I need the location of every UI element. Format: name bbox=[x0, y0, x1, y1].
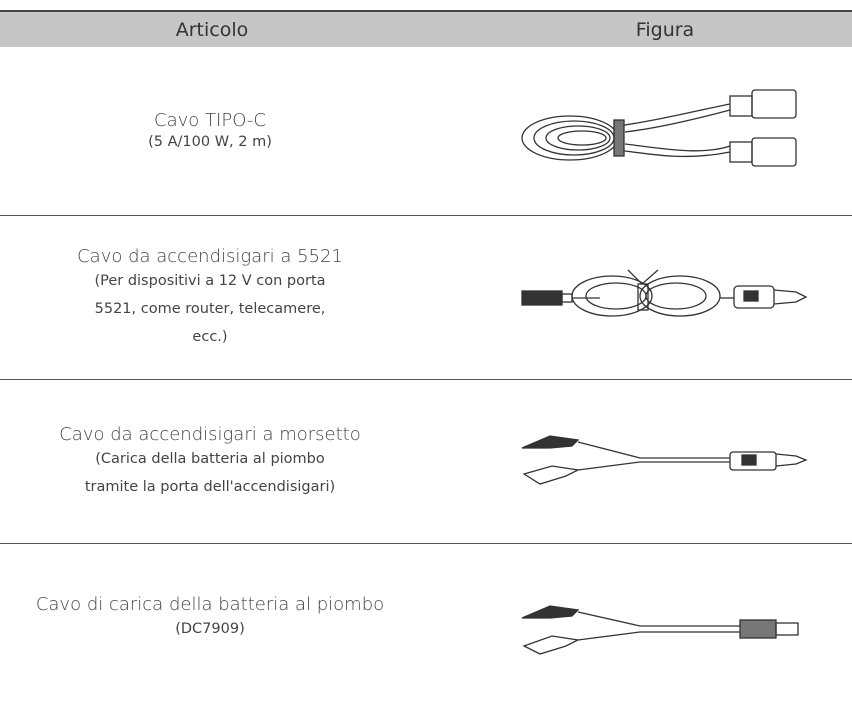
header-cell: Articolo bbox=[175, 19, 249, 41]
item-detail: tramite la porta dell'accendisigari) bbox=[84, 479, 336, 495]
table-header: Articolo Figura bbox=[0, 10, 852, 47]
item-detail: ecc.) bbox=[192, 329, 228, 345]
car-5521-cable-figure bbox=[521, 269, 808, 317]
item-detail: 5521, come router, telecamere, bbox=[94, 301, 326, 317]
row-separator bbox=[0, 215, 852, 216]
item-name: Cavo di carica della batteria al piombo bbox=[35, 594, 385, 615]
item-detail: (DC7909) bbox=[175, 621, 245, 637]
item-detail: (Carica della batteria al piombo bbox=[95, 451, 325, 467]
usb-c-cable-figure bbox=[521, 89, 797, 167]
row-item: Cavo TIPO-C (5 A/100 W, 2 m) bbox=[0, 110, 420, 153]
row-separator bbox=[0, 379, 852, 380]
item-detail: (Per dispositivi a 12 V con porta bbox=[94, 273, 326, 289]
row-item: Cavo di carica della batteria al piombo … bbox=[0, 594, 420, 643]
row-separator bbox=[0, 543, 852, 544]
row-item: Cavo da accendisigari a 5521 (Per dispos… bbox=[0, 246, 420, 351]
item-name: Cavo da accendisigari a morsetto bbox=[59, 424, 361, 445]
header-cell: Figura bbox=[635, 19, 695, 41]
clamp-cigarette-cable-figure bbox=[521, 435, 808, 485]
item-detail: (5 A/100 W, 2 m) bbox=[148, 134, 272, 150]
row-item: Cavo da accendisigari a morsetto (Carica… bbox=[0, 424, 420, 501]
item-name: Cavo da accendisigari a 5521 bbox=[77, 246, 343, 267]
clamp-dc7909-cable-figure bbox=[521, 605, 799, 655]
item-name: Cavo TIPO-C bbox=[154, 110, 266, 131]
